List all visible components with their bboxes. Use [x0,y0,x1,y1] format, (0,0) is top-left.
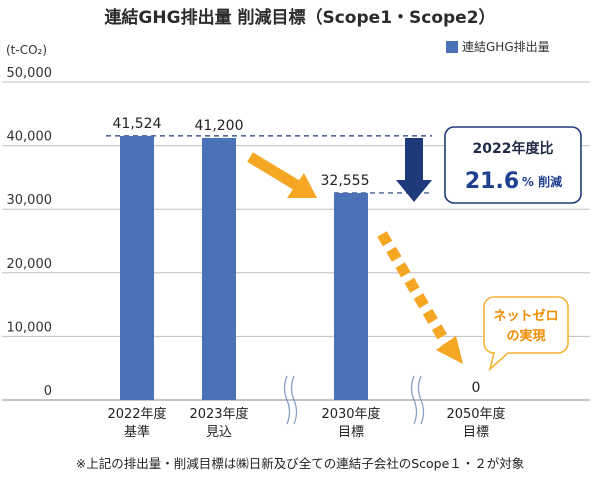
y-tick-label: 50,000 [7,66,53,81]
legend-label: 連結GHG排出量 [462,40,550,54]
comparison-title: 2022年度比 [473,140,554,157]
data-label: 32,555 [321,173,370,189]
reduction-callout: 2022年度比 21.6 % 削減 [444,126,582,204]
data-labels: 41,524 41,200 32,555 0 [113,116,481,396]
chart-title: 連結GHG排出量 削減目標（Scope1・Scope2） [104,7,495,28]
x-tick-label: 2030年度 [321,406,380,422]
x-tick-sublabel: 目標 [338,425,364,440]
bar [202,137,236,400]
x-tick-label: 2050年度 [446,406,505,422]
reduction-value: 21.6 [465,169,519,194]
trend-arrow-dotted [377,231,463,364]
x-tick-label: 2023年度 [189,406,248,422]
trend-arrow-solid [247,152,317,198]
bars [120,135,368,401]
x-tick-label: 2022年度 [107,406,166,422]
legend-swatch [446,41,458,53]
bar [120,135,154,401]
data-label: 41,524 [113,116,162,132]
reduction-arrow [396,138,432,202]
x-tick-sublabel: 基準 [124,424,150,440]
data-label: 0 [472,380,481,396]
net-zero-line2: の実現 [506,328,545,344]
axis-break-left [283,375,298,425]
bar [334,192,368,400]
y-tick-label: 30,000 [7,193,53,208]
y-axis-unit: (t-CO₂) [6,43,47,57]
grid-lines [2,81,590,401]
reduction-unit: % 削減 [522,174,562,189]
x-tick-sublabel: 目標 [463,425,489,440]
y-axis-ticks: 50,000 40,000 30,000 20,000 10,000 0 [7,66,53,399]
data-label: 41,200 [195,118,244,134]
axis-break-right [410,375,425,425]
footnote: ※上記の排出量・削減目標は㈱日新及び全ての連結子会社のScope１・２が対象 [76,456,525,471]
y-tick-label: 0 [44,384,52,399]
y-tick-label: 40,000 [7,130,53,145]
net-zero-line1: ネットゼロ [493,308,558,324]
y-tick-label: 20,000 [7,257,53,272]
net-zero-callout: ネットゼロ の実現 [483,296,569,372]
x-tick-sublabel: 見込 [206,425,232,440]
y-tick-label: 10,000 [7,320,53,335]
